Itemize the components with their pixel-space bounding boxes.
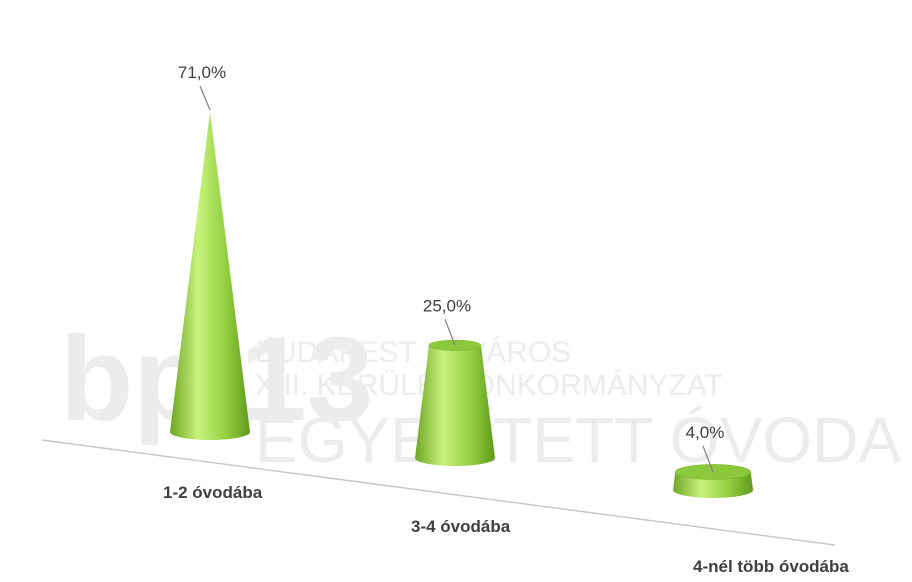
chart: bp 13 BUDAPEST FŐVÁROS XIII. KERÜLETI ÖN…: [0, 0, 912, 582]
leader-line: [200, 86, 210, 110]
watermark-line: BUDAPEST FŐVÁROS: [255, 336, 571, 369]
value-label: 25,0%: [423, 296, 471, 315]
watermark-line: XIII. KERÜLETI ÖNKORMÁNYZAT: [255, 369, 723, 402]
cone: [170, 112, 250, 440]
category-label: 3-4 óvodába: [411, 517, 511, 536]
value-label: 4,0%: [686, 423, 725, 442]
watermark-line: EGYESÍTETT ÓVODA: [255, 404, 901, 476]
cone-top: [675, 464, 750, 479]
category-label: 4-nél több óvodába: [693, 557, 849, 576]
category-label: 1-2 óvodába: [163, 483, 263, 502]
value-label: 71,0%: [178, 63, 226, 82]
